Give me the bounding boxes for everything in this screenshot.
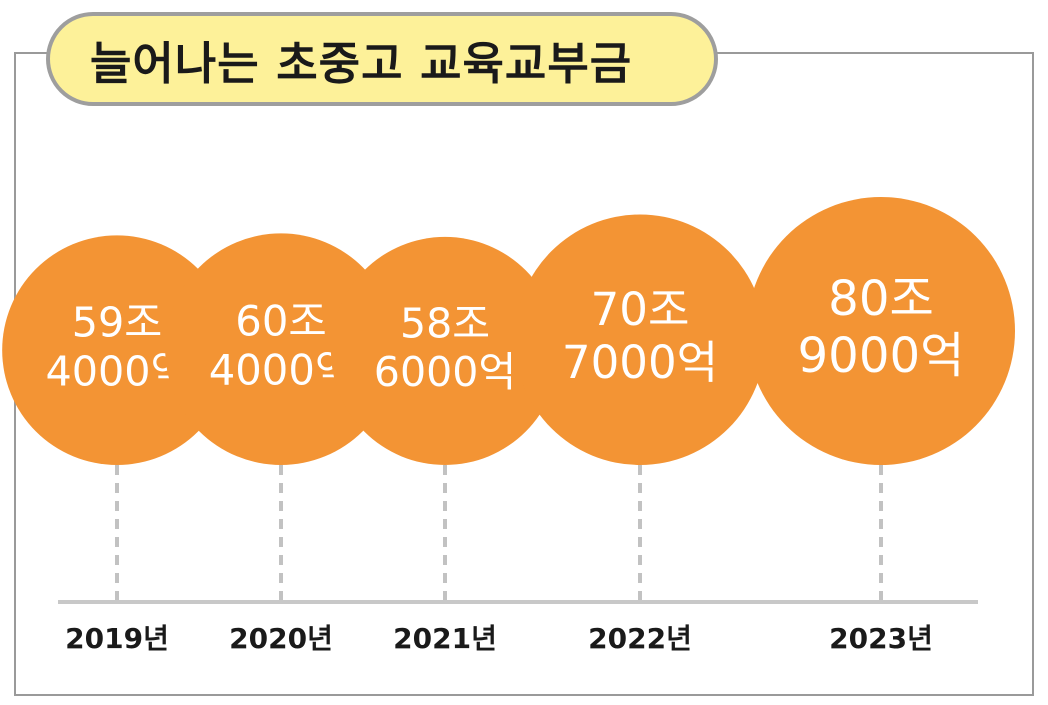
x-tick-label-4: 2023년 xyxy=(829,622,933,655)
bubble-label-0-1: 4000억 xyxy=(45,347,188,395)
x-tick-label-3: 2022년 xyxy=(588,622,692,655)
bubble-2 xyxy=(330,236,560,465)
x-tick-label-0: 2019년 xyxy=(65,622,169,655)
bubble-1 xyxy=(165,233,397,465)
bubble-3 xyxy=(514,214,766,465)
bubble-label-3-0: 70조 xyxy=(591,283,690,336)
bubble-label-1-0: 60조 xyxy=(235,296,326,345)
x-tick-label-2: 2021년 xyxy=(393,622,497,655)
chart-title-pill: 늘어나는 초중고 교육교부금 xyxy=(46,12,718,106)
bubble-label-2-1: 6000억 xyxy=(374,348,516,396)
bubble-label-4-0: 80조 xyxy=(828,271,934,327)
bubble-label-2-0: 58조 xyxy=(400,299,490,347)
bubble-label-4-1: 9000억 xyxy=(798,328,965,384)
chart-title: 늘어나는 초중고 교육교부금 xyxy=(90,36,633,90)
bubble-4 xyxy=(747,197,1015,465)
bubble-label-3-1: 7000억 xyxy=(562,336,718,389)
x-tick-label-1: 2020년 xyxy=(229,622,333,655)
bubble-0 xyxy=(2,235,232,465)
bubble-label-1-1: 4000억 xyxy=(209,346,353,395)
bubble-label-0-0: 59조 xyxy=(72,299,163,347)
